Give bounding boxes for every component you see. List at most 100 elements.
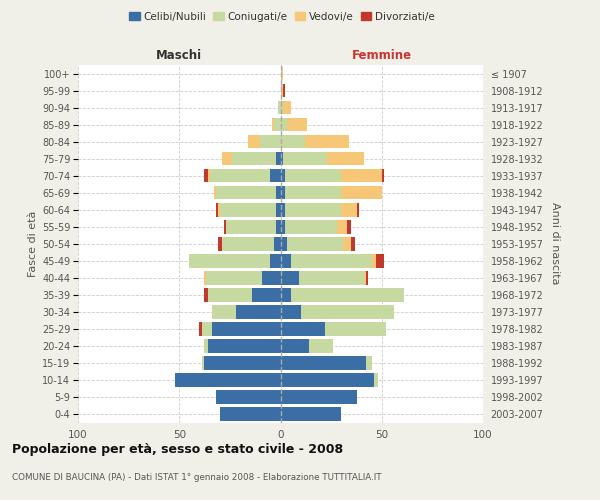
Bar	[281, 135, 305, 148]
Bar	[277, 186, 281, 200]
Bar	[281, 322, 325, 336]
Bar	[271, 169, 281, 182]
Bar	[376, 254, 384, 268]
Bar	[374, 373, 378, 387]
Bar	[281, 220, 284, 234]
Bar	[341, 203, 358, 216]
Bar	[283, 152, 327, 166]
Bar	[305, 135, 349, 148]
Bar	[272, 118, 274, 132]
Bar	[216, 203, 218, 216]
Bar	[365, 271, 368, 284]
Bar	[281, 152, 283, 166]
Bar	[216, 390, 281, 404]
Bar	[358, 203, 359, 216]
Bar	[343, 237, 352, 250]
Bar	[224, 220, 226, 234]
Bar	[278, 101, 281, 114]
Text: Popolazione per età, sesso e stato civile - 2008: Popolazione per età, sesso e stato civil…	[12, 442, 343, 456]
Bar	[200, 322, 202, 336]
Bar	[325, 322, 386, 336]
Bar	[309, 339, 333, 352]
Bar	[364, 271, 365, 284]
Bar	[206, 271, 262, 284]
Bar	[371, 254, 376, 268]
Bar	[277, 152, 281, 166]
Bar	[208, 288, 252, 302]
Bar	[281, 101, 283, 114]
Bar	[202, 356, 203, 370]
Bar	[212, 322, 281, 336]
Legend: Celibi/Nubili, Coniugati/e, Vedovi/e, Divorziati/e: Celibi/Nubili, Coniugati/e, Vedovi/e, Di…	[125, 8, 439, 26]
Bar	[212, 305, 236, 318]
Bar	[202, 322, 212, 336]
Bar	[203, 169, 208, 182]
Bar	[203, 288, 208, 302]
Bar	[337, 220, 347, 234]
Bar	[281, 254, 290, 268]
Bar	[382, 169, 384, 182]
Bar	[281, 305, 301, 318]
Bar	[365, 356, 371, 370]
Bar	[220, 203, 277, 216]
Bar	[281, 288, 290, 302]
Bar	[299, 271, 364, 284]
Bar	[327, 152, 364, 166]
Bar	[281, 169, 284, 182]
Bar	[281, 66, 283, 80]
Bar	[260, 135, 281, 148]
Bar	[226, 220, 277, 234]
Bar	[281, 237, 287, 250]
Bar	[287, 237, 343, 250]
Bar	[290, 254, 371, 268]
Bar	[216, 186, 277, 200]
Bar	[277, 203, 281, 216]
Bar	[281, 407, 341, 421]
Bar	[222, 152, 232, 166]
Text: Femmine: Femmine	[352, 50, 412, 62]
Bar	[341, 169, 382, 182]
Bar	[262, 271, 281, 284]
Bar	[281, 373, 374, 387]
Bar	[341, 186, 382, 200]
Bar	[277, 220, 281, 234]
Bar	[175, 373, 281, 387]
Y-axis label: Anni di nascita: Anni di nascita	[550, 202, 560, 285]
Bar	[290, 288, 404, 302]
Bar	[281, 84, 283, 98]
Bar	[271, 254, 281, 268]
Bar	[214, 186, 216, 200]
Bar	[284, 186, 341, 200]
Bar	[190, 254, 271, 268]
Bar	[281, 390, 358, 404]
Bar	[301, 305, 394, 318]
Bar	[209, 169, 271, 182]
Bar	[208, 339, 281, 352]
Bar	[287, 118, 307, 132]
Bar	[284, 169, 341, 182]
Bar	[274, 237, 281, 250]
Bar	[281, 356, 365, 370]
Bar	[236, 305, 281, 318]
Bar	[347, 220, 352, 234]
Bar	[203, 271, 206, 284]
Bar	[203, 339, 208, 352]
Bar	[281, 118, 287, 132]
Bar	[281, 186, 284, 200]
Bar	[252, 288, 281, 302]
Y-axis label: Fasce di età: Fasce di età	[28, 210, 38, 277]
Bar	[281, 271, 299, 284]
Bar	[283, 101, 290, 114]
Bar	[248, 135, 260, 148]
Bar	[281, 203, 284, 216]
Bar	[284, 220, 337, 234]
Bar	[203, 356, 281, 370]
Bar	[232, 152, 277, 166]
Bar	[281, 339, 309, 352]
Text: Maschi: Maschi	[156, 50, 202, 62]
Bar	[284, 203, 341, 216]
Bar	[218, 203, 220, 216]
Bar	[208, 169, 209, 182]
Bar	[220, 407, 281, 421]
Bar	[274, 118, 281, 132]
